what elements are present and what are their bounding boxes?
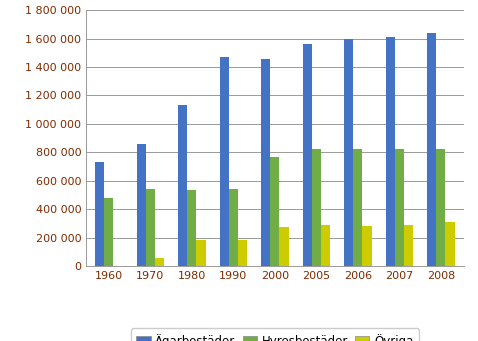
Bar (104, 198, 113, 266)
Bar (280, 227, 289, 266)
Bar (178, 105, 187, 266)
Bar (362, 226, 371, 266)
Bar (137, 144, 146, 266)
Bar (95, 162, 104, 266)
Bar (303, 44, 312, 266)
Bar (445, 222, 455, 266)
Bar (386, 36, 395, 266)
Bar (395, 149, 404, 266)
Bar (321, 225, 330, 266)
Bar (344, 39, 353, 266)
Bar (436, 149, 445, 266)
Bar (312, 149, 321, 266)
Bar (196, 240, 206, 266)
Legend: Ägarbostäder, Hyresbostäder, Övriga: Ägarbostäder, Hyresbostäder, Övriga (130, 328, 419, 341)
Bar (353, 149, 362, 266)
Bar (155, 258, 164, 266)
Bar (229, 189, 238, 266)
Bar (270, 157, 280, 266)
Bar (404, 225, 413, 266)
Bar (220, 57, 229, 266)
Bar (238, 240, 247, 266)
Bar (187, 190, 196, 266)
Bar (427, 33, 436, 266)
Bar (261, 59, 270, 266)
Bar (146, 189, 155, 266)
